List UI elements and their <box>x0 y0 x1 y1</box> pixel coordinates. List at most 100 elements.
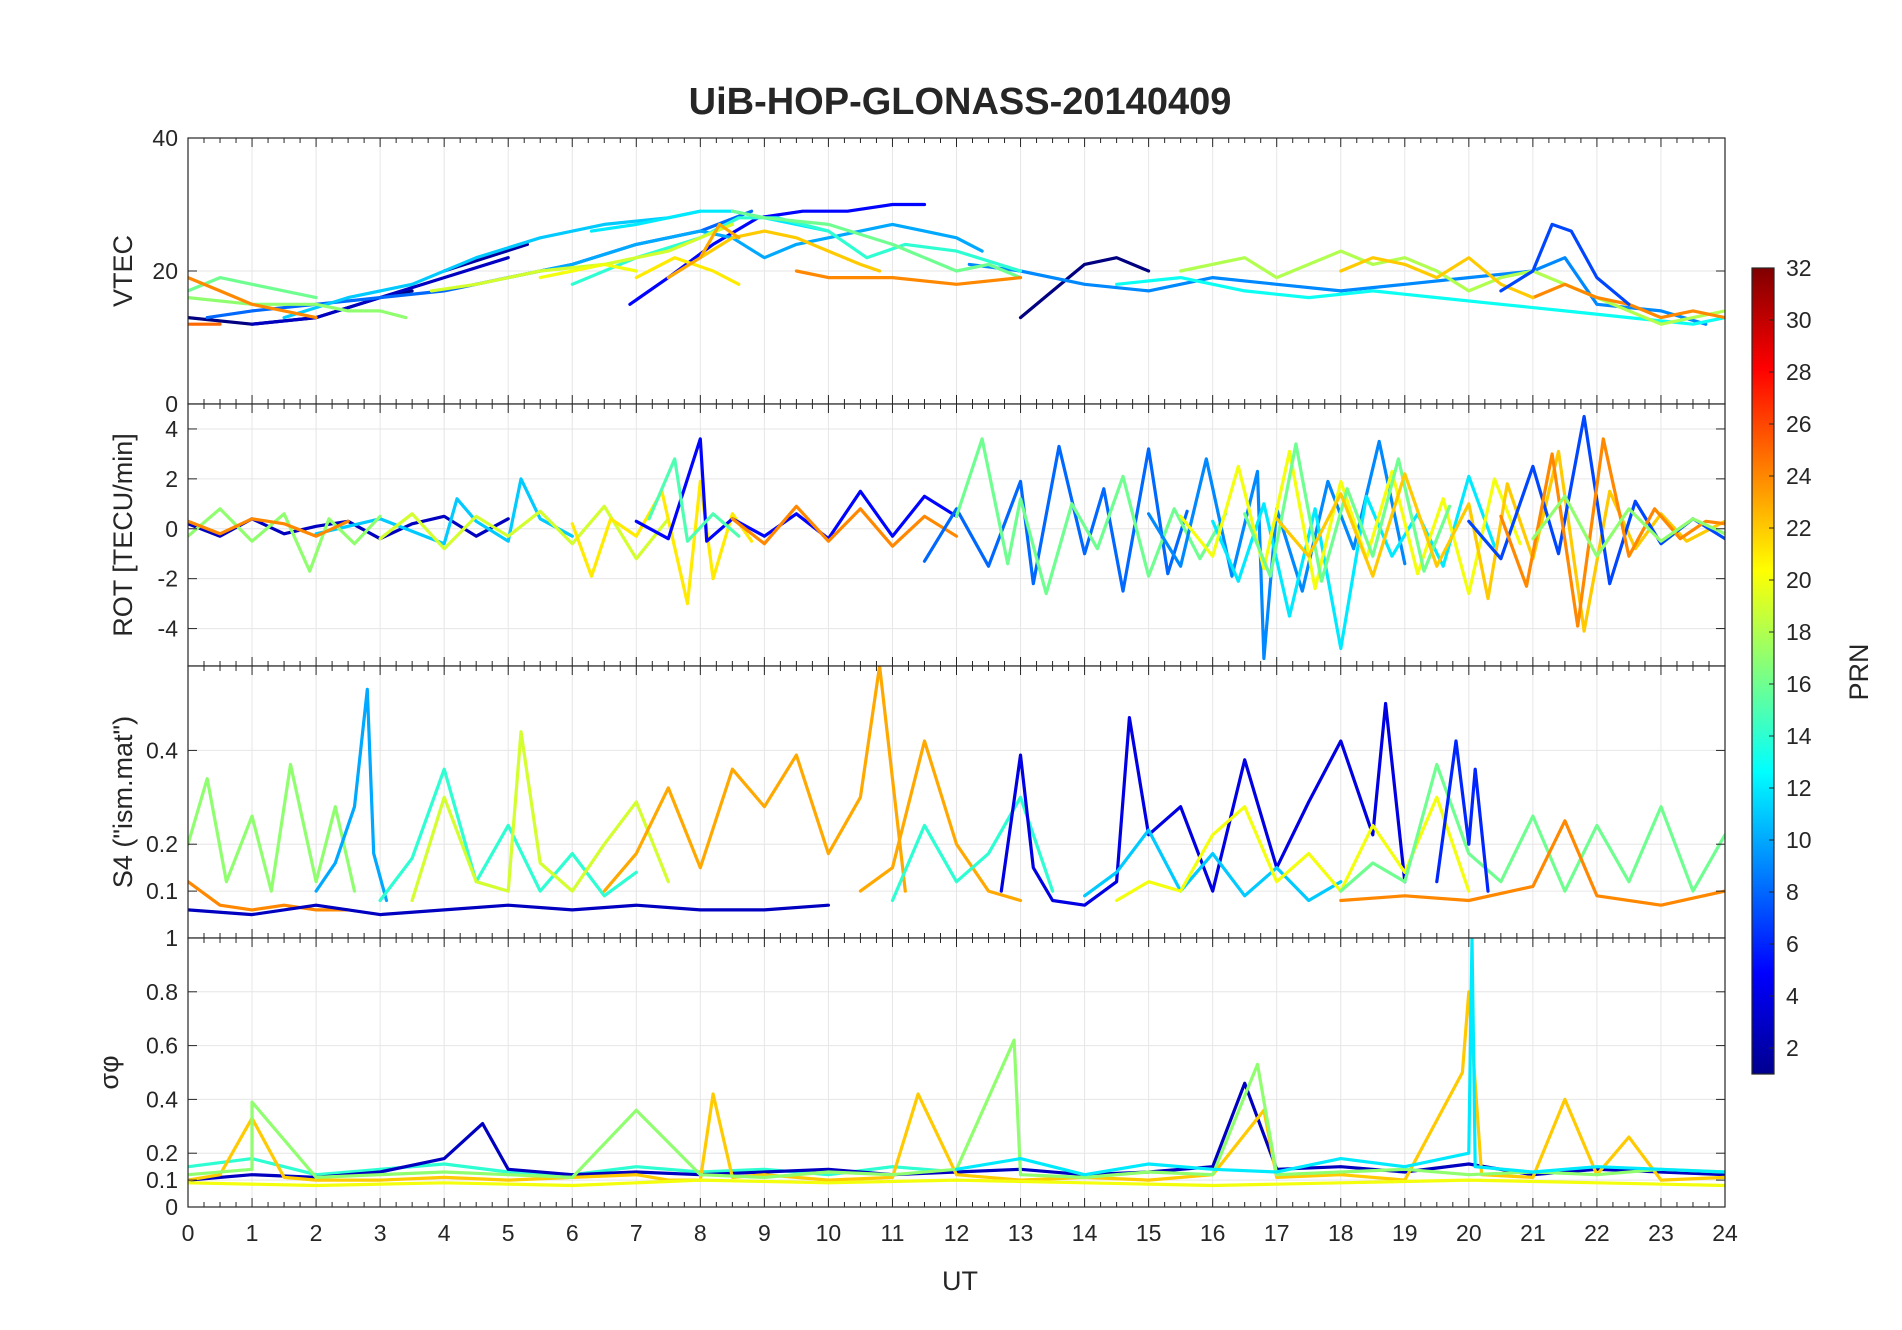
y-tick-label: 0 <box>165 1194 178 1220</box>
x-tick-label: 8 <box>694 1220 707 1246</box>
series-prn-11 <box>314 477 574 546</box>
series-prn-22 <box>1275 449 1725 633</box>
series-prn-21 <box>570 479 754 606</box>
series-prn-17 <box>188 1038 1725 1180</box>
colorbar-tick-label: 10 <box>1786 827 1812 853</box>
series-prn-12 <box>954 938 1725 1177</box>
series-prn-4 <box>999 701 1407 907</box>
series-prn-1 <box>1018 256 1151 320</box>
series-prn-16 <box>1243 442 1452 583</box>
colorbar-gradient <box>1752 268 1774 1074</box>
x-tick-label: 14 <box>1072 1220 1098 1246</box>
x-tick-label: 17 <box>1264 1220 1290 1246</box>
series-prn-24 <box>188 517 350 538</box>
series-prn-19 <box>378 504 670 561</box>
tick-marks <box>187 937 1726 1208</box>
x-tick-label: 15 <box>1136 1220 1162 1246</box>
series-group <box>188 938 1725 1188</box>
colorbar-tick-label: 6 <box>1786 931 1799 957</box>
y-tick-label: 0 <box>165 516 178 542</box>
colorbar-tick-label: 14 <box>1786 723 1812 749</box>
series-prn-16 <box>188 276 318 300</box>
series-prn-16 <box>954 437 1228 596</box>
colorbar-frame <box>1751 267 1775 1075</box>
y-tick-label: 40 <box>152 125 178 151</box>
series-prn-12 <box>589 209 831 233</box>
colorbar-tick-label: 22 <box>1786 515 1812 541</box>
y-tick-label: 1 <box>165 925 178 951</box>
y-tick-label: 0.2 <box>146 831 178 857</box>
series-prn-11 <box>1082 828 1343 903</box>
series-prn-24 <box>1339 819 1725 907</box>
x-tick-label: 20 <box>1456 1220 1482 1246</box>
colorbar-tick-label: 20 <box>1786 567 1812 593</box>
y-axis-label-vtec: VTEC <box>108 235 138 307</box>
series-group <box>188 414 1725 661</box>
series-prn-14 <box>570 216 1023 286</box>
y-tick-label: 0.4 <box>146 737 178 763</box>
series-prn-8 <box>922 444 1189 593</box>
x-tick-label: 7 <box>630 1220 643 1246</box>
series-prn-17 <box>1531 494 1725 558</box>
x-tick-label: 1 <box>246 1220 259 1246</box>
series-group <box>188 202 1725 326</box>
series-prn-24 <box>188 880 350 912</box>
y-tick-label: 2 <box>165 466 178 492</box>
series-prn-17 <box>188 507 382 573</box>
x-tick-label: 24 <box>1712 1220 1738 1246</box>
series-prn-16 <box>1339 762 1725 893</box>
x-tick-label: 9 <box>758 1220 771 1246</box>
colorbar-tick-label: 26 <box>1786 411 1812 437</box>
tick-marks <box>187 137 1726 405</box>
series-prn-6 <box>1435 739 1490 893</box>
x-axis-tick-labels: 0 1 2 3 4 5 6 7 8 9 10 11 12 13 14 15 16 17 18 19 20 21 22 23 24 <box>182 1220 1738 1246</box>
x-tick-label: 5 <box>502 1220 515 1246</box>
series-prn-17 <box>188 296 408 320</box>
x-tick-label: 0 <box>182 1220 195 1246</box>
y-tick-label: 20 <box>152 258 178 284</box>
colorbar-tick-label: 16 <box>1786 671 1812 697</box>
series-prn-22 <box>698 229 882 273</box>
series-prn-23 <box>666 222 741 280</box>
y-tick-label: 0.1 <box>146 878 178 904</box>
tick-marks <box>187 404 1726 666</box>
series-prn-24 <box>188 276 318 320</box>
x-tick-label: 4 <box>438 1220 451 1246</box>
colorbar-tick-label: 24 <box>1786 463 1812 489</box>
x-tick-label: 10 <box>816 1220 842 1246</box>
x-tick-label: 23 <box>1648 1220 1674 1246</box>
colorbar-tick-label: 18 <box>1786 619 1812 645</box>
panel-s4: 0.1 0.2 0.4 S4 ("ism.mat") <box>108 665 1726 939</box>
x-tick-label: 3 <box>374 1220 387 1246</box>
y-tick-label: 0.6 <box>146 1033 178 1059</box>
tick-marks <box>187 666 1726 938</box>
x-tick-label: 13 <box>1008 1220 1034 1246</box>
series-prn-21 <box>634 256 741 286</box>
series-prn-10 <box>506 222 984 280</box>
y-tick-label: -2 <box>158 566 178 592</box>
y-axis-label-rot: ROT [TECU/min] <box>108 433 138 637</box>
series-prn-24 <box>794 269 1023 286</box>
chart-title: UiB-HOP-GLONASS-20140409 <box>689 81 1232 123</box>
series-prn-17 <box>188 762 357 893</box>
series-prn-22 <box>1339 256 1535 300</box>
panel-vtec: 0 20 40 VTEC <box>108 125 1726 417</box>
y-tick-label: 0 <box>165 391 178 417</box>
series-prn-7 <box>1499 222 1631 306</box>
x-tick-label: 16 <box>1200 1220 1226 1246</box>
x-tick-label: 6 <box>566 1220 579 1246</box>
series-prn-20 <box>188 1178 1725 1188</box>
x-tick-label: 11 <box>881 1220 905 1246</box>
colorbar-tick-label: 8 <box>1786 879 1799 905</box>
y-tick-label: 0.8 <box>146 979 178 1005</box>
x-tick-label: 2 <box>310 1220 323 1246</box>
x-tick-label: 19 <box>1392 1220 1418 1246</box>
y-axis-label-sigma_phi: σφ <box>94 1055 124 1089</box>
y-tick-label: 0.4 <box>146 1086 178 1112</box>
series-prn-16 <box>730 209 1023 280</box>
colorbar-label: PRN <box>1844 643 1874 700</box>
colorbar-tick-label: 32 <box>1786 255 1812 281</box>
series-prn-15 <box>647 457 741 543</box>
